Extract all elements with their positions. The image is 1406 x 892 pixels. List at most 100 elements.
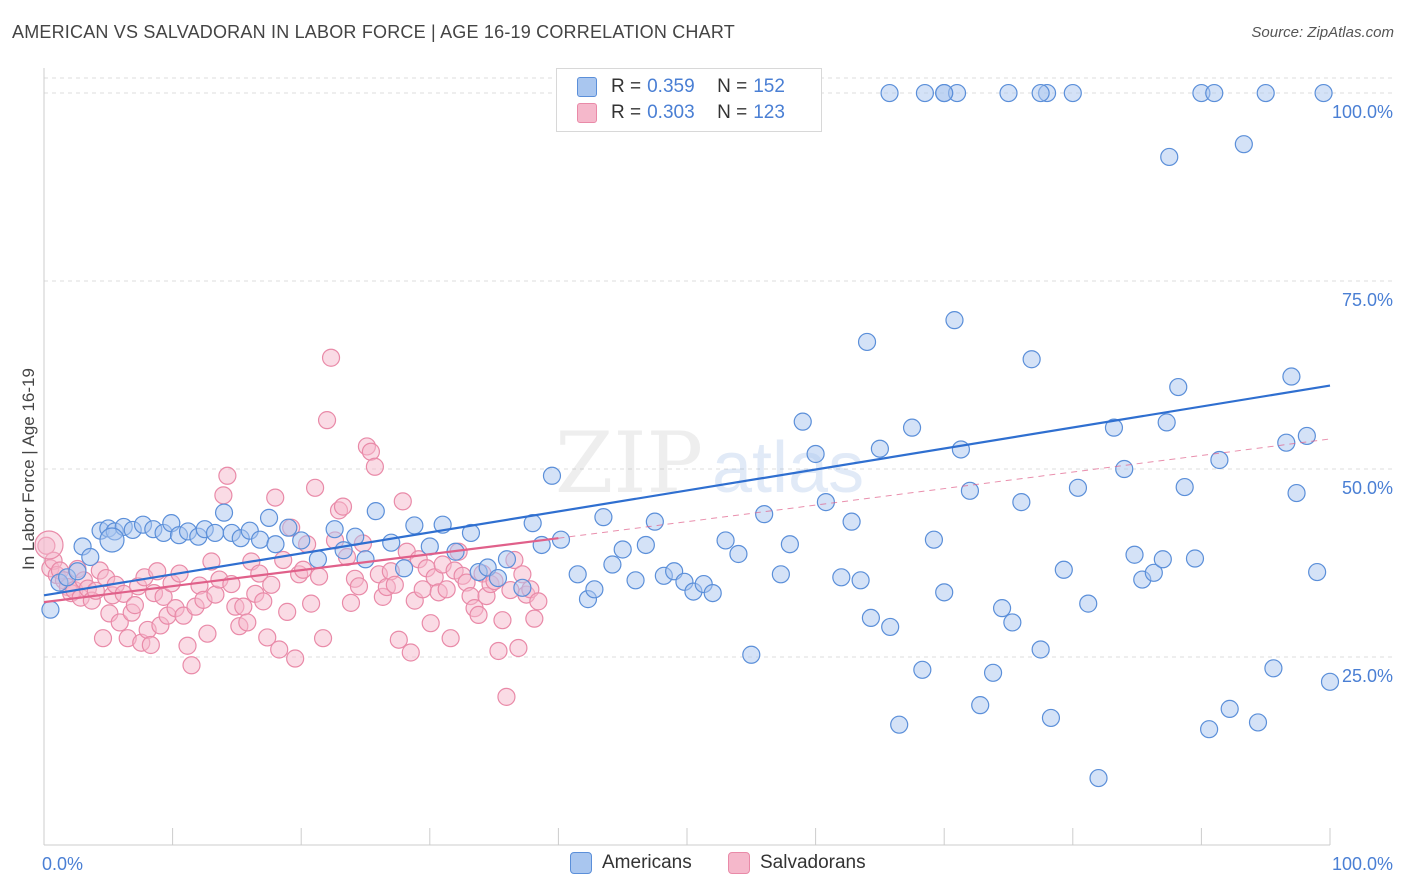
series-legend-salvadorans[interactable]: Salvadorans xyxy=(728,852,866,874)
american-point xyxy=(568,565,587,584)
american-point xyxy=(461,523,481,543)
salvadoran-point xyxy=(321,348,341,367)
american-point xyxy=(585,580,604,599)
american-point xyxy=(1287,483,1306,503)
salvadoran-point xyxy=(509,638,528,658)
series-legend-americans[interactable]: Americans xyxy=(570,852,692,874)
american-point xyxy=(325,520,344,539)
salvadoran-point xyxy=(258,628,277,647)
salvadoran-point xyxy=(286,649,305,668)
salvadoran-point xyxy=(349,577,369,596)
american-point xyxy=(1022,350,1041,369)
salvadoran-point xyxy=(333,497,353,516)
salvadoran-point xyxy=(270,640,289,659)
salvadorans-swatch xyxy=(728,852,750,874)
salvadoran-point xyxy=(341,593,361,612)
salvadoran-point xyxy=(393,492,412,511)
salvadoran-point xyxy=(262,575,281,594)
american-point xyxy=(857,332,877,352)
american-point xyxy=(1169,377,1188,397)
american-point xyxy=(1160,147,1179,167)
american-point xyxy=(729,544,748,564)
american-point xyxy=(308,550,328,569)
watermark-zip: ZIP xyxy=(555,414,703,512)
salvadoran-point xyxy=(305,478,325,497)
american-point xyxy=(1012,493,1031,512)
american-point xyxy=(250,530,270,549)
legend-n-value: 152 xyxy=(753,76,785,97)
x-tick-label: 100.0% xyxy=(1332,854,1393,874)
american-point xyxy=(983,663,1003,682)
salvadoran-point xyxy=(182,656,201,675)
american-point xyxy=(68,562,87,581)
grid-lines xyxy=(44,77,1392,658)
salvadoran-point xyxy=(421,614,440,633)
american-point xyxy=(626,571,645,590)
watermark: ZIP atlas xyxy=(555,414,864,512)
salvadorans-label: Salvadorans xyxy=(760,852,866,873)
american-point xyxy=(703,583,722,603)
americans-label: Americans xyxy=(602,852,692,873)
source-link[interactable]: ZipAtlas.com xyxy=(1307,24,1394,41)
legend-r-value: 0.303 xyxy=(647,102,695,123)
american-point xyxy=(205,523,225,543)
salvadoran-point xyxy=(218,466,237,485)
tick-labels: 25.0% 50.0% 75.0% 100.0% 0.0% 100.0% xyxy=(42,102,1393,874)
american-point xyxy=(1054,560,1073,579)
american-point xyxy=(1144,563,1163,582)
american-point xyxy=(951,440,971,459)
salvadoran-point xyxy=(489,641,508,661)
american-point xyxy=(716,531,735,550)
american-point xyxy=(913,660,932,679)
american-point xyxy=(497,550,517,569)
salvadoran-point xyxy=(389,630,408,649)
american-point xyxy=(881,617,900,637)
americans-trend-line xyxy=(43,384,1331,597)
american-point xyxy=(742,645,761,664)
salvadoran-point xyxy=(302,594,321,613)
salvadoran-point xyxy=(437,580,456,599)
american-point xyxy=(1041,708,1061,728)
y-tick-label: 25.0% xyxy=(1342,666,1393,686)
source-credit: Source: ZipAtlas.com xyxy=(1251,24,1394,41)
american-point xyxy=(1063,83,1082,103)
salvadoran-point xyxy=(365,457,384,476)
american-point xyxy=(890,715,909,734)
american-point xyxy=(880,83,899,103)
american-point xyxy=(1220,699,1239,718)
salvadoran-point xyxy=(385,575,404,594)
american-point xyxy=(1248,713,1268,732)
american-point xyxy=(1031,640,1050,659)
american-point xyxy=(1068,478,1088,497)
source-prefix: Source: xyxy=(1251,24,1308,41)
american-point xyxy=(1153,550,1172,569)
salvadoran-point xyxy=(529,592,548,611)
salvadoran-point xyxy=(309,567,329,586)
american-point xyxy=(806,444,825,464)
american-point xyxy=(356,550,375,569)
american-point xyxy=(405,516,424,535)
american-point xyxy=(603,555,622,574)
american-point xyxy=(771,565,790,584)
americans-points xyxy=(41,83,1340,788)
salvadoran-point xyxy=(313,629,333,648)
american-point xyxy=(81,547,100,567)
american-point xyxy=(915,83,935,103)
american-point xyxy=(1089,768,1108,788)
american-point xyxy=(851,571,870,590)
salvadoran-point xyxy=(469,605,488,625)
american-point xyxy=(999,83,1018,103)
legend-row-americans: R = 0.359 N = 152 xyxy=(577,74,791,100)
salvadoran-point xyxy=(110,613,129,632)
salvadoran-point xyxy=(214,486,233,505)
american-point xyxy=(266,535,285,554)
american-point xyxy=(793,412,812,431)
american-point xyxy=(1264,659,1283,678)
american-point xyxy=(1256,83,1275,103)
salvadoran-point xyxy=(234,597,253,616)
legend-row-salvadorans: R = 0.303 N = 123 xyxy=(577,100,791,126)
salvadoran-point xyxy=(178,636,197,655)
american-point xyxy=(1185,549,1205,568)
legend-n-label: N = xyxy=(717,76,748,97)
